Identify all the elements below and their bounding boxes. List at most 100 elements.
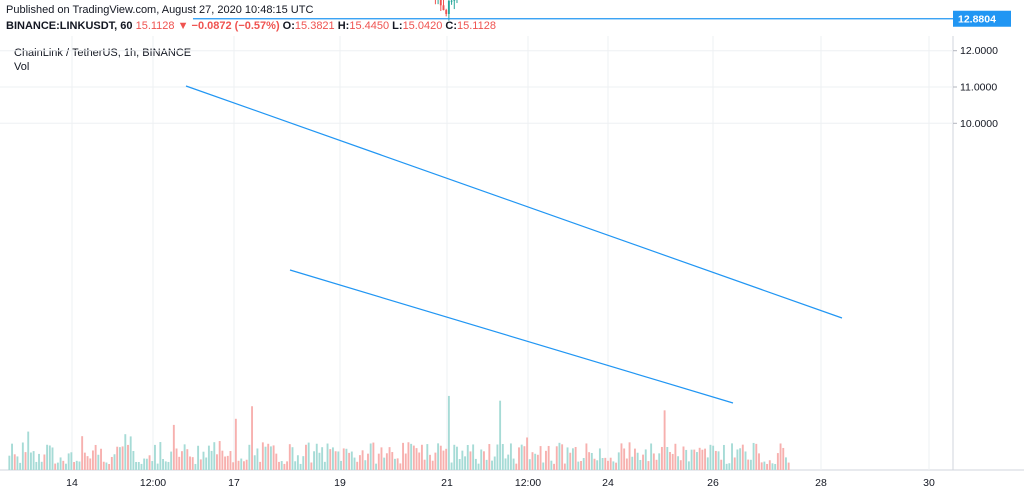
volume-bar: [329, 449, 332, 470]
legend-volume[interactable]: Vol: [14, 61, 30, 73]
volume-bar: [396, 458, 399, 470]
volume-bar: [420, 444, 423, 470]
volume-bar: [334, 451, 337, 470]
volume-bar: [229, 451, 232, 470]
volume-bar: [696, 452, 698, 470]
volume-bar: [110, 456, 113, 470]
volume-bar: [515, 463, 518, 470]
volume-bar: [121, 446, 124, 470]
volume-bar: [218, 441, 221, 470]
volume-bar: [501, 444, 504, 470]
y-tick-label: 12.0000: [960, 45, 998, 57]
candle-body: [445, 10, 448, 14]
volume-bar: [253, 455, 256, 470]
volume-bar: [73, 462, 76, 470]
volume-bar: [609, 457, 612, 470]
volume-bar: [321, 447, 324, 470]
volume-bar: [394, 458, 396, 470]
volume-bar: [590, 452, 593, 470]
volume-bar: [787, 462, 790, 470]
volume-bar: [245, 459, 248, 470]
volume-bar: [639, 459, 642, 470]
volume-bar: [86, 456, 89, 470]
x-tick-label: 12:00: [515, 477, 541, 489]
volume-bar: [771, 463, 774, 470]
volume-bar: [607, 460, 609, 470]
volume-bar: [612, 461, 615, 470]
close-label: C:: [445, 20, 457, 32]
volume-bar: [145, 458, 148, 470]
volume-bar: [199, 459, 202, 470]
volume-bar: [81, 436, 84, 470]
volume-bar: [372, 442, 375, 470]
volume-bar: [631, 456, 634, 470]
volume-bar: [429, 454, 431, 470]
candle-body: [442, 5, 445, 11]
volume-bar: [415, 448, 418, 470]
volume-bar: [744, 451, 747, 470]
volume-bar: [431, 460, 434, 470]
volume-bar: [547, 445, 550, 470]
channel-lower-line[interactable]: [289, 269, 734, 404]
volume-bar: [54, 463, 57, 470]
volume-bar: [453, 444, 456, 470]
volume-bar: [294, 461, 297, 470]
volume-bar: [693, 449, 696, 470]
volume-bar: [647, 461, 650, 470]
legend-title[interactable]: ChainLink / TetherUS, 1h, BINANCE: [14, 47, 192, 59]
volume-bar: [555, 446, 558, 470]
volume-bar: [434, 452, 437, 470]
volume-bar: [358, 455, 361, 470]
volume-bar: [243, 461, 245, 470]
volume-bar: [97, 454, 100, 470]
volume-bar: [91, 450, 94, 470]
volume-bar: [65, 463, 67, 470]
volume-bar: [717, 451, 720, 470]
volume-bar: [601, 458, 604, 470]
volume-bar: [437, 443, 440, 470]
volume-bar: [183, 444, 186, 470]
volume-bar: [16, 456, 19, 470]
high-value: 15.4450: [349, 20, 390, 32]
volume-bar: [43, 454, 46, 470]
volume-bar: [275, 453, 278, 470]
volume-bar: [310, 462, 313, 470]
volume-bar: [313, 451, 316, 470]
channel-upper-line[interactable]: [185, 85, 843, 319]
volume-bar: [21, 442, 24, 470]
volume-bar: [758, 453, 760, 470]
volume-bar: [100, 448, 102, 470]
volume-bar: [682, 446, 685, 470]
volume-bar: [574, 446, 577, 470]
volume-bar: [545, 450, 547, 470]
volume-bar: [733, 457, 736, 470]
volume-bar: [264, 446, 267, 470]
volume-bar: [615, 462, 618, 470]
volume-bar: [488, 444, 491, 470]
volume-bar: [712, 445, 715, 470]
volume-bar: [776, 453, 779, 470]
volume-bar: [137, 462, 140, 470]
volume-bar: [644, 449, 647, 470]
volume-bar: [48, 445, 51, 470]
volume-bar: [118, 447, 121, 470]
volume-bar: [526, 437, 529, 470]
volume-bar: [280, 461, 283, 470]
volume-bar: [380, 447, 383, 470]
volume-bar: [75, 460, 78, 470]
volume-bar: [205, 457, 208, 470]
volume-bar: [456, 446, 458, 470]
volume-bar: [442, 450, 445, 470]
volume-bar: [175, 448, 178, 470]
volume-bar: [747, 459, 750, 470]
volume-bar: [70, 452, 73, 470]
volume-bar: [29, 452, 32, 470]
volume-bar: [89, 458, 92, 470]
low-label: L:: [392, 20, 403, 32]
volume-bar: [669, 451, 671, 470]
volume-bar: [480, 449, 483, 470]
published-info: Published on TradingView.com, August 27,…: [6, 4, 314, 16]
volume-bar: [402, 442, 404, 470]
volume-bar: [38, 453, 40, 470]
